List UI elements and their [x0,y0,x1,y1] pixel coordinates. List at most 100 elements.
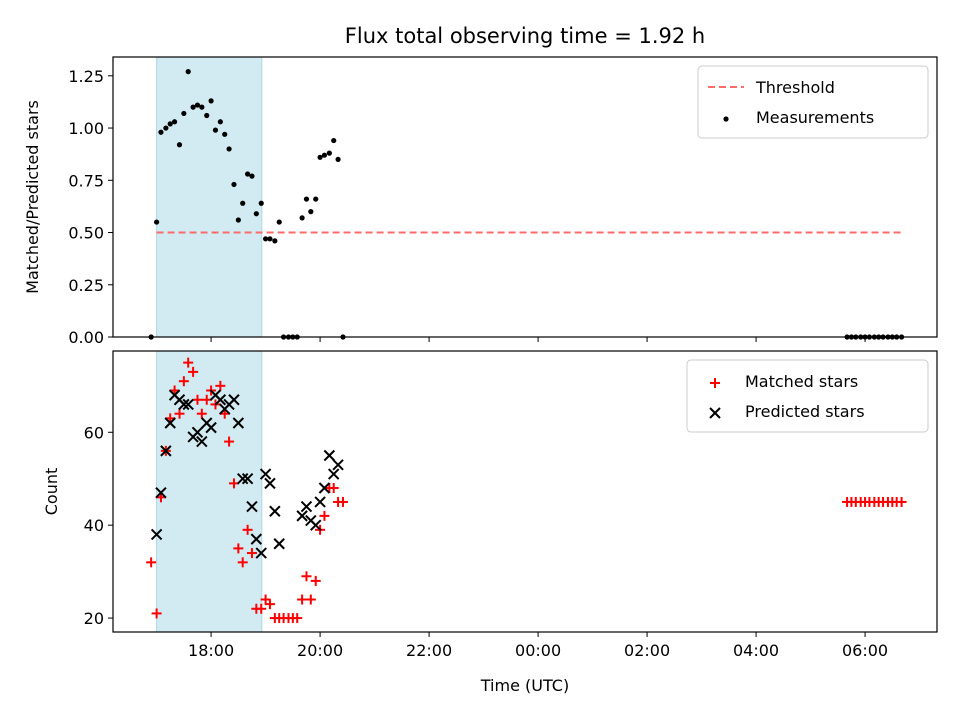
measurement-point [303,196,310,202]
predicted-star-point [269,505,281,517]
measurement-point [321,152,328,158]
predicted-star-point [314,496,326,508]
measurement-point [176,142,183,148]
predicted-star-point [236,473,249,485]
measurement-point [185,69,191,75]
legend: Threshold Measurements [697,65,929,139]
x-tick-label: 04:00 [733,641,779,660]
measurement-point [153,219,160,225]
matched-star-point [337,496,348,507]
measurement-point [313,196,319,202]
x-tick-label: 06:00 [842,641,888,660]
predicted-star-point [318,482,331,494]
y-tick-label: 40 [84,516,104,535]
measurement-point [317,154,323,160]
y-tick-label: 0.50 [68,224,104,243]
x-axis-label: Time (UTC) [480,676,569,695]
measurement-point [299,215,305,221]
predicted-star-point [296,510,308,522]
matched-star-point [264,599,275,610]
measurement-point [167,121,173,127]
predicted-star-point [191,426,204,438]
predicted-star-point [155,486,167,499]
y-axis-label: Matched/Predicted stars [23,100,42,294]
x-tick-label: 00:00 [515,641,561,660]
y-tick-label: 0.25 [68,276,104,295]
ratio-panel: 0.00 0.25 0.50 0.75 1.00 1.25 Matched/Predicte… [23,56,938,347]
measurement-point [171,119,178,125]
legend-box [697,65,929,139]
predicted-star-point [196,435,208,448]
measurement-point [308,209,314,215]
predicted-star-point [300,500,313,513]
matched-star-point [297,594,308,605]
y-tick-label: 0.75 [68,171,104,190]
matched-star-point [319,510,330,521]
matched-star-point [896,496,907,507]
predicted-star-point [232,417,245,429]
matched-star-point [256,603,267,614]
chart-title: Flux total observing time = 1.92 h [345,24,705,48]
x-tick-label: 22:00 [406,641,452,660]
measurement-point [226,146,232,152]
matched-star-point [310,575,321,586]
measurement-point [262,236,269,242]
measurement-point [222,131,228,137]
measurement-point [253,211,259,217]
predicted-star-point [328,468,340,480]
predicted-star-point [273,538,285,550]
measurement-point [231,181,237,188]
measurement-point [235,217,241,223]
measurement-point [217,119,223,125]
matched-star-point [174,408,185,419]
measurement-point [245,171,251,177]
matched-star-point [215,380,226,391]
observing-window-band [156,56,263,338]
measurement-point [326,150,332,156]
matched-star-point [305,594,316,605]
matched-star-point [196,408,207,419]
matched-star-point [188,366,199,377]
matched-star-point [246,548,257,559]
matched-star-point [183,357,194,368]
predicted-star-point [323,449,336,462]
matched-star-point [260,594,271,605]
predicted-star-point [150,528,163,541]
y-tick-label: 1.25 [68,67,104,86]
legend-box [686,359,929,433]
measurement-point [276,219,282,225]
matched-star-point [301,571,312,582]
legend-label: Predicted stars [745,402,865,421]
measurement-point [199,104,205,110]
predicted-star-point [264,477,276,490]
measurement-point [272,238,278,244]
x-tick-label: 20:00 [297,641,343,660]
measurement-point [190,104,196,110]
matched-star-point [192,394,203,405]
matched-star-point [237,557,248,568]
predicted-star-point [178,398,190,411]
predicted-star-point [259,468,272,480]
measurement-point [208,98,214,104]
legend-predicted-swatch [709,407,721,419]
predicted-star-point [241,473,254,485]
measurement-point [267,236,273,242]
y-tick-label: 60 [84,423,104,442]
measurement-point [204,112,210,119]
matched-star-point [151,608,162,619]
measurement-point [212,127,219,133]
predicted-star-point [228,394,240,406]
measurement-point [249,173,255,179]
predicted-star-point [214,394,227,406]
legend-label: Measurements [756,108,874,127]
predicted-star-point [246,500,258,513]
measurement-point [158,129,164,135]
predicted-star-point [160,445,172,457]
y-axis-label: Count [42,468,61,516]
observing-window-band [156,350,263,633]
predicted-star-point [310,519,322,531]
measurement-point [181,110,187,117]
y-tick-label: 1.00 [68,119,104,138]
measurement-point [258,200,264,206]
